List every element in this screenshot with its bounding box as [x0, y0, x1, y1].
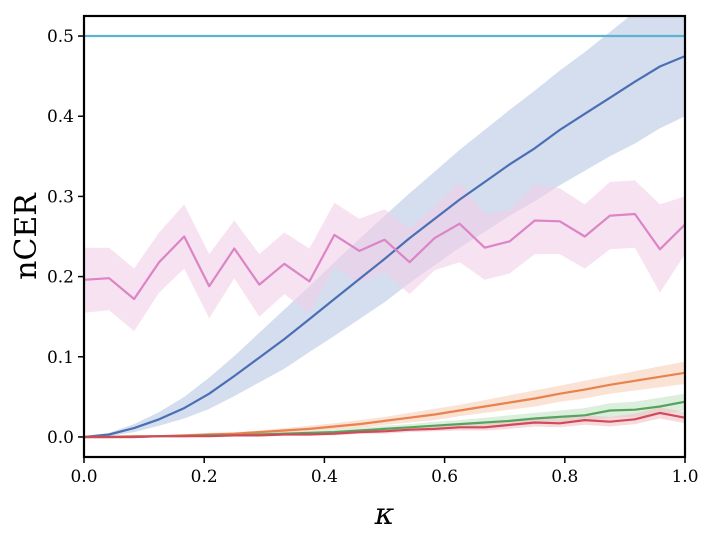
line-pink [84, 212, 685, 301]
x-tick-label: 0.4 [311, 467, 338, 487]
y-tick-label: 0.2 [47, 268, 74, 288]
series-lines [84, 34, 685, 439]
x-tick-label: 0.8 [551, 467, 578, 487]
y-axis-label: nCER [9, 192, 44, 280]
line-blue [84, 55, 685, 439]
x-tick-label: 1.0 [671, 467, 698, 487]
plot-frame [82, 14, 687, 459]
x-tick-label: 0.6 [431, 467, 458, 487]
y-tick-label: 0.1 [47, 348, 74, 368]
x-axis: 0.0 0.2 0.4 0.6 0.8 1.0 [70, 457, 699, 487]
band-pink [84, 180, 685, 332]
y-tick-label: 0.4 [47, 107, 74, 127]
y-tick-label: 0.3 [47, 187, 74, 207]
x-tick-label: 0.2 [191, 467, 218, 487]
y-tick-label: 0.5 [47, 27, 74, 47]
y-tick-label: 0.0 [47, 428, 74, 448]
line-red [84, 411, 685, 439]
x-axis-label: κ [374, 497, 395, 532]
y-axis: 0.0 0.1 0.2 0.3 0.4 0.5 [47, 27, 84, 448]
x-tick-label: 0.0 [70, 467, 97, 487]
